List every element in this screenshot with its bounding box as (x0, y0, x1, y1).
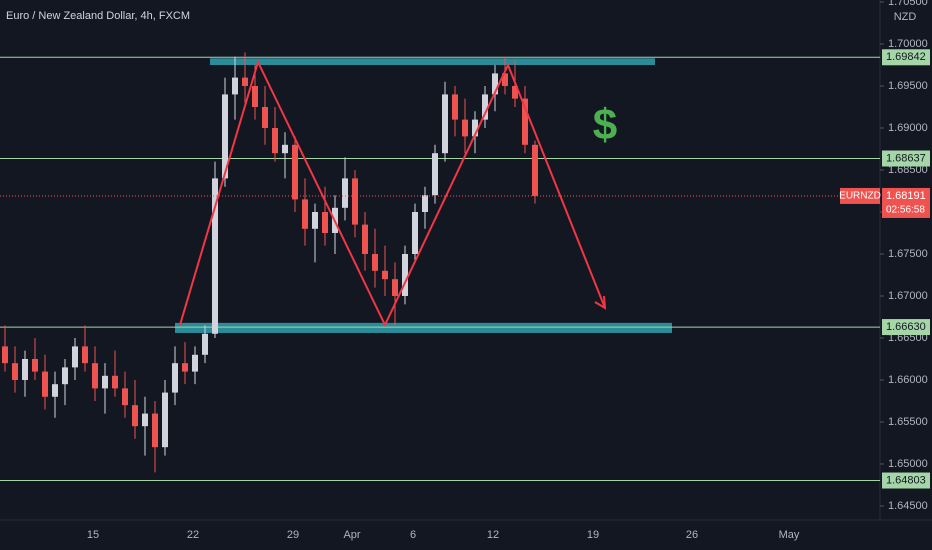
x-tick-label: 26 (686, 529, 698, 541)
candle-body (72, 346, 78, 368)
candle-body (52, 384, 58, 397)
candle-body (42, 371, 48, 397)
y-tick-label: 1.69500 (888, 80, 928, 92)
chart-title: Euro / New Zealand Dollar, 4h, FXCM (6, 10, 190, 22)
level-label: 1.64803 (886, 474, 926, 486)
candle-body (312, 211, 318, 229)
candle-body (182, 363, 188, 372)
annotation: $ (593, 101, 617, 150)
y-tick-label: 1.66000 (888, 374, 928, 386)
candle-body (112, 375, 118, 389)
candle-body (342, 178, 348, 208)
candle-body (422, 195, 428, 212)
candle-body (282, 144, 288, 154)
candle-body (212, 178, 218, 334)
candle-body (372, 253, 378, 271)
candle-body (442, 94, 448, 154)
candle-body (152, 413, 158, 448)
price-tag (882, 187, 930, 218)
candle-body (292, 144, 298, 200)
candle-body (462, 119, 468, 137)
level-label: 1.69842 (886, 51, 926, 63)
candle-body (472, 119, 478, 137)
y-tick-label: 1.64500 (888, 500, 928, 512)
candle-body (202, 333, 208, 355)
y-tick-label: 1.70000 (888, 38, 928, 50)
candle-body (492, 73, 498, 95)
x-tick-label: 6 (410, 529, 416, 541)
y-tick-label: 1.65500 (888, 416, 928, 428)
level-tag (882, 472, 930, 489)
y-tick-label: 1.67000 (888, 290, 928, 302)
symbol-tag (840, 187, 880, 204)
candle-body (352, 178, 358, 225)
candle-body (502, 73, 508, 87)
y-tick-label: 1.69000 (888, 122, 928, 134)
candle-body (272, 128, 278, 154)
level-label: 1.66630 (886, 321, 926, 333)
candle-body (172, 363, 178, 393)
y-tick-label: 1.70500 (888, 0, 928, 8)
zone (210, 58, 655, 66)
candle-body (522, 98, 528, 145)
pattern-line (179, 59, 606, 328)
candle-body (222, 94, 228, 179)
candle-body (122, 388, 128, 406)
candle-body (142, 413, 148, 427)
x-tick-label: 19 (587, 529, 599, 541)
candle-body (252, 86, 258, 108)
level-tag (882, 319, 930, 336)
countdown-label: 02:56:58 (886, 205, 925, 216)
y-tick-label: 1.65000 (888, 458, 928, 470)
candle-body (232, 77, 238, 95)
candle-body (2, 346, 8, 364)
candle-body (392, 279, 398, 296)
candle-body (362, 224, 368, 254)
x-tick-label: Apr (343, 529, 360, 541)
candle-body (262, 107, 268, 129)
zone (175, 322, 672, 333)
candle-body (412, 211, 418, 254)
candle-body (402, 253, 408, 296)
candle-body (132, 405, 138, 427)
last-price-label: 1.68191 (886, 190, 926, 202)
x-tick-label: 29 (287, 529, 299, 541)
candle-body (192, 354, 198, 372)
candle-body (12, 363, 18, 380)
symbol-label: EURNZD (839, 191, 881, 202)
candle-body (242, 77, 248, 87)
candle-body (482, 94, 488, 120)
candle-body (22, 358, 28, 380)
candle-body (432, 153, 438, 196)
currency-label: NZD (894, 11, 917, 23)
candle-body (322, 211, 328, 233)
candle-body (102, 375, 108, 389)
candle-body (92, 363, 98, 389)
arrow-head (594, 295, 607, 310)
candle-body (32, 358, 38, 372)
level-label: 1.68637 (886, 152, 926, 164)
x-tick-label: 15 (87, 529, 99, 541)
level-tag (882, 49, 930, 66)
candle-body (62, 367, 68, 385)
x-tick-label: 12 (487, 529, 499, 541)
level-tag (882, 150, 930, 167)
candle-body (512, 86, 518, 99)
candle-body (82, 346, 88, 364)
candle-body (452, 94, 458, 120)
candle-body (162, 392, 168, 448)
x-tick-label: 22 (187, 529, 199, 541)
candle-body (532, 144, 538, 196)
y-tick-label: 1.68500 (888, 164, 928, 176)
candle-body (302, 199, 308, 229)
x-tick-label: May (779, 529, 800, 541)
y-tick-label: 1.67500 (888, 248, 928, 260)
candle-body (382, 270, 388, 280)
